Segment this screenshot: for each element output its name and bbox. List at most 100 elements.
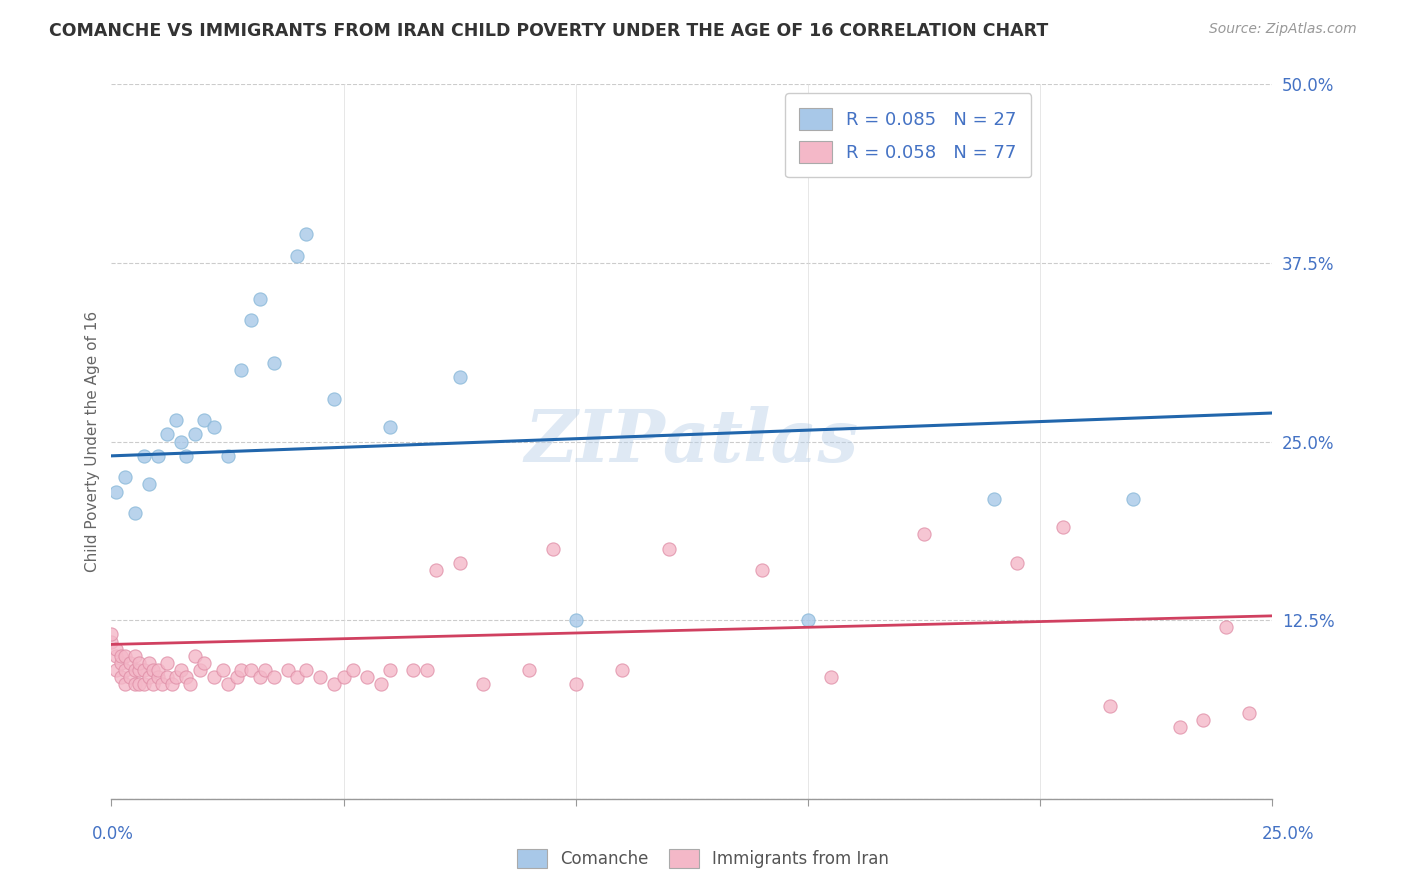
Point: [378, 420, 401, 434]
Point: [105, 484, 128, 499]
Point: [612, 663, 634, 677]
Point: [170, 434, 193, 449]
Point: [132, 677, 155, 691]
Point: [342, 663, 364, 677]
Point: [565, 677, 588, 691]
Point: [184, 648, 207, 663]
Point: [1191, 713, 1213, 727]
Point: [193, 656, 215, 670]
Point: [146, 670, 169, 684]
Point: [912, 527, 935, 541]
Point: [138, 670, 160, 684]
Point: [217, 677, 239, 691]
Point: [263, 356, 285, 370]
Point: [356, 670, 378, 684]
Point: [416, 663, 439, 677]
Point: [179, 677, 201, 691]
Point: [132, 663, 155, 677]
Point: [1168, 720, 1191, 734]
Point: [231, 363, 253, 377]
Point: [124, 677, 146, 691]
Point: [128, 656, 150, 670]
Text: ZIPatlas: ZIPatlas: [524, 406, 859, 477]
Point: [519, 663, 541, 677]
Point: [156, 656, 179, 670]
Point: [202, 420, 225, 434]
Point: [231, 663, 253, 677]
Point: [212, 663, 235, 677]
Point: [142, 663, 165, 677]
Text: 0.0%: 0.0%: [91, 825, 134, 843]
Point: [184, 427, 207, 442]
Point: [156, 427, 179, 442]
Legend: Comanche, Immigrants from Iran: Comanche, Immigrants from Iran: [510, 843, 896, 875]
Point: [174, 670, 197, 684]
Point: [118, 656, 141, 670]
Point: [820, 670, 842, 684]
Point: [797, 613, 820, 627]
Point: [193, 413, 215, 427]
Point: [295, 227, 318, 242]
Point: [138, 656, 160, 670]
Point: [1237, 706, 1260, 720]
Point: [471, 677, 494, 691]
Point: [332, 670, 354, 684]
Point: [165, 670, 187, 684]
Point: [1052, 520, 1074, 534]
Point: [138, 477, 160, 491]
Point: [105, 648, 128, 663]
Text: COMANCHE VS IMMIGRANTS FROM IRAN CHILD POVERTY UNDER THE AGE OF 16 CORRELATION C: COMANCHE VS IMMIGRANTS FROM IRAN CHILD P…: [49, 22, 1049, 40]
Point: [124, 663, 146, 677]
Y-axis label: Child Poverty Under the Age of 16: Child Poverty Under the Age of 16: [86, 311, 100, 572]
Point: [253, 663, 276, 677]
Point: [142, 677, 165, 691]
Point: [658, 541, 681, 556]
Point: [425, 563, 447, 577]
Point: [124, 506, 146, 520]
Point: [378, 663, 401, 677]
Point: [751, 563, 773, 577]
Point: [449, 556, 471, 570]
Point: [1122, 491, 1144, 506]
Point: [160, 677, 183, 691]
Point: [165, 413, 187, 427]
Point: [225, 670, 247, 684]
Point: [110, 648, 132, 663]
Point: [100, 634, 122, 648]
Point: [239, 313, 262, 327]
Point: [146, 449, 169, 463]
Point: [110, 670, 132, 684]
Point: [114, 648, 136, 663]
Point: [249, 670, 271, 684]
Point: [239, 663, 262, 677]
Point: [285, 249, 308, 263]
Point: [174, 449, 197, 463]
Point: [146, 663, 169, 677]
Point: [105, 663, 128, 677]
Point: [100, 627, 122, 641]
Point: [295, 663, 318, 677]
Point: [1005, 556, 1028, 570]
Point: [118, 670, 141, 684]
Point: [124, 648, 146, 663]
Point: [402, 663, 425, 677]
Point: [323, 677, 346, 691]
Point: [128, 663, 150, 677]
Point: [188, 663, 211, 677]
Point: [217, 449, 239, 463]
Point: [565, 613, 588, 627]
Legend: R = 0.085   N = 27, R = 0.058   N = 77: R = 0.085 N = 27, R = 0.058 N = 77: [785, 94, 1031, 178]
Point: [1098, 698, 1121, 713]
Point: [449, 370, 471, 384]
Point: [277, 663, 299, 677]
Point: [114, 677, 136, 691]
Point: [114, 470, 136, 484]
Point: [370, 677, 392, 691]
Point: [105, 641, 128, 656]
Point: [263, 670, 285, 684]
Point: [202, 670, 225, 684]
Point: [309, 670, 332, 684]
Point: [110, 656, 132, 670]
Point: [285, 670, 308, 684]
Point: [983, 491, 1005, 506]
